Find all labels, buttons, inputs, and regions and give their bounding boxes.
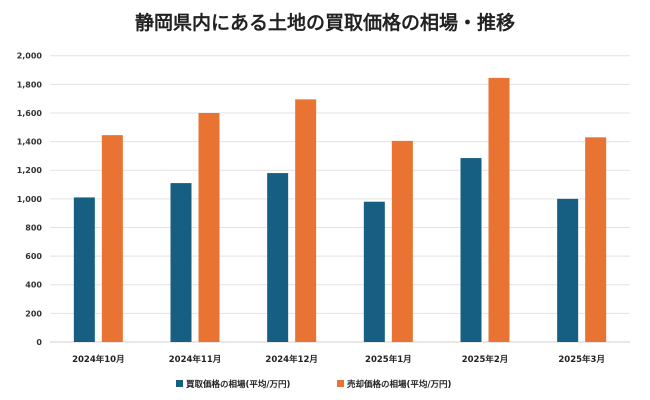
y-tick-label: 1,000 bbox=[17, 195, 43, 204]
legend-swatch bbox=[337, 380, 344, 387]
x-tick-label: 2024年11月 bbox=[169, 354, 222, 365]
x-tick-label: 2025年1月 bbox=[365, 354, 412, 365]
y-tick-label: 2,000 bbox=[17, 52, 43, 61]
chart-title: 静岡県内にある土地の買取価格の相場・推移 bbox=[135, 11, 515, 34]
legend-swatch bbox=[176, 380, 183, 387]
bar-purchase bbox=[557, 198, 579, 342]
legend-label: 買取価格の相場(平均/万円) bbox=[186, 379, 290, 390]
bar-purchase bbox=[73, 197, 95, 342]
y-axis-ticks: 0 200 400 600 800 1,000 1,200 1,400 1,600 1,800 2,… bbox=[17, 52, 43, 347]
bar-purchase bbox=[170, 183, 192, 342]
x-tick-label: 2025年2月 bbox=[462, 354, 509, 365]
y-tick-label: 600 bbox=[25, 252, 42, 261]
y-tick-label: 1,800 bbox=[17, 80, 43, 89]
bar-sale bbox=[488, 77, 510, 343]
gridlines bbox=[50, 55, 630, 343]
y-tick-label: 1,200 bbox=[17, 166, 43, 175]
y-tick-label: 400 bbox=[25, 281, 42, 290]
y-tick-label: 800 bbox=[25, 223, 42, 232]
bars bbox=[73, 77, 607, 343]
y-tick-label: 200 bbox=[25, 309, 42, 318]
x-tick-label: 2024年12月 bbox=[265, 354, 318, 365]
bar-sale bbox=[295, 99, 317, 342]
bar-sale bbox=[101, 135, 123, 342]
bar-purchase bbox=[267, 173, 289, 342]
bar-sale bbox=[585, 137, 607, 342]
x-tick-label: 2025年3月 bbox=[558, 354, 605, 365]
y-tick-label: 1,600 bbox=[17, 109, 43, 118]
y-tick-label: 0 bbox=[36, 338, 42, 347]
x-axis-labels: 2024年10月 2024年11月 2024年12月 2025年1月 2025年2月 20… bbox=[72, 354, 605, 365]
x-tick-label: 2024年10月 bbox=[72, 354, 125, 365]
legend: 買取価格の相場(平均/万円) 売却価格の相場(平均/万円) bbox=[176, 379, 451, 390]
bar-purchase bbox=[460, 158, 482, 342]
bar-sale bbox=[391, 140, 413, 342]
legend-label: 売却価格の相場(平均/万円) bbox=[346, 379, 451, 390]
bar-sale bbox=[198, 112, 220, 343]
bar-purchase bbox=[363, 201, 385, 342]
y-tick-label: 1,400 bbox=[17, 138, 43, 147]
